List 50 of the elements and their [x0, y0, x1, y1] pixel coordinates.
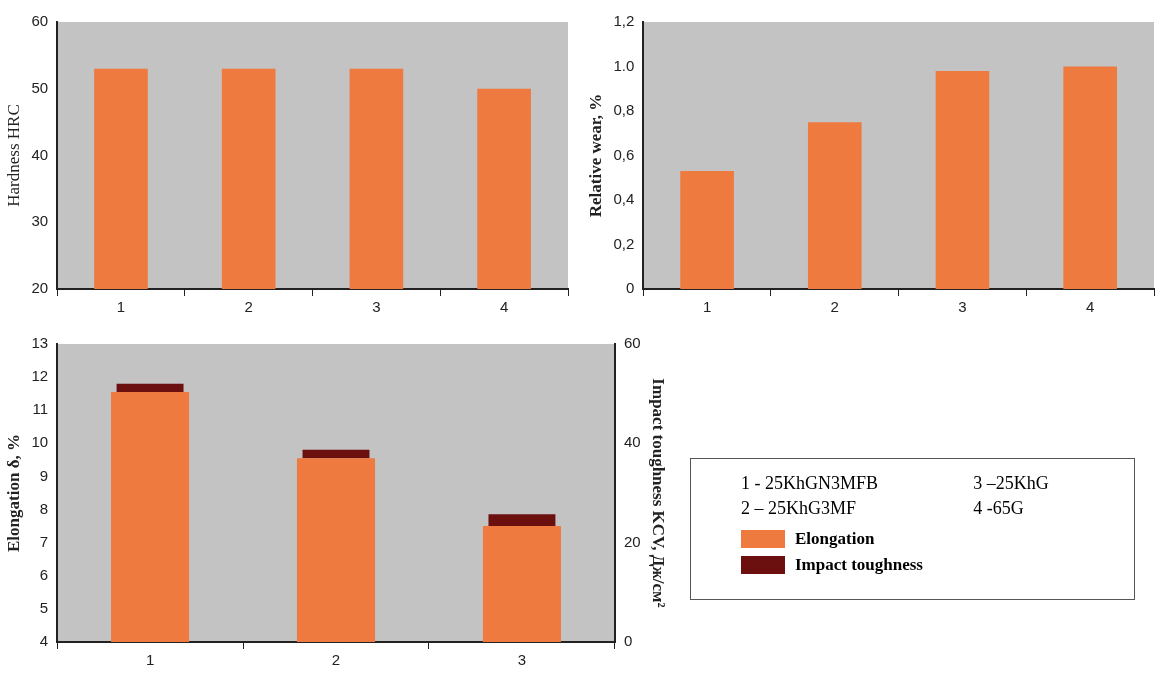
- legend-label: Elongation: [795, 529, 875, 549]
- y-tick-label: 7: [39, 532, 49, 550]
- y-tick-label: 0,6: [613, 145, 635, 163]
- y-tick-label: 13: [31, 334, 49, 352]
- text: 1 - 25KhGN3MFB: [741, 473, 879, 494]
- y-tick-label: 11: [32, 400, 49, 418]
- y-tick-label: 6: [39, 565, 49, 583]
- text: 4 -65G: [973, 498, 1025, 519]
- y-axis-title: Hardness HRC: [3, 104, 23, 207]
- y-tick-label: 10: [31, 433, 49, 451]
- y-tick-label: 12: [31, 367, 49, 385]
- bar: [1063, 66, 1117, 289]
- y-tick-label: 60: [31, 12, 49, 30]
- bar: [935, 70, 990, 289]
- y-tick-label: 1.0: [613, 56, 635, 74]
- x-tick-label: 1: [145, 651, 155, 669]
- bar: [807, 122, 862, 289]
- y-tick-label: 20: [31, 279, 49, 297]
- text: 2 – 25KhG3MF: [741, 498, 857, 519]
- y-tick-label: 40: [31, 145, 49, 163]
- legend-label: Impact toughness: [795, 555, 923, 575]
- y-tick-label: 0: [625, 279, 635, 297]
- x-tick-label: 3: [958, 298, 967, 316]
- text: 3 –25KhG: [973, 473, 1050, 494]
- y-tick-label: 1,2: [613, 12, 635, 30]
- x-tick-label: 3: [372, 298, 381, 316]
- bar: [488, 514, 556, 527]
- x-tick-label: 2: [830, 298, 839, 316]
- y-tick-label: 5: [39, 599, 49, 617]
- y-tick-label: 0,8: [613, 101, 635, 119]
- bar: [302, 449, 370, 459]
- x-tick-label: 1: [116, 298, 126, 316]
- y-tick-label: 0,4: [613, 190, 635, 208]
- y-tick-label: 0,2: [613, 234, 635, 252]
- x-tick-label: 2: [331, 651, 341, 669]
- bar: [116, 383, 184, 393]
- y-axis-title: Elongation δ, %: [3, 434, 23, 552]
- x-tick-label: 2: [244, 298, 253, 316]
- x-tick-label: 4: [499, 298, 509, 316]
- x-tick-label: 1: [702, 298, 712, 316]
- x-tick-label: 4: [1085, 298, 1095, 316]
- y-axis-title: Relative wear, %: [585, 93, 605, 218]
- bar: [680, 171, 734, 289]
- y-tick-label: 9: [39, 466, 49, 484]
- y2-axis-title: Impact toughness KCV, Дж/см²: [649, 378, 669, 608]
- y-tick-label: 30: [31, 212, 49, 230]
- y-tick-label: 4: [39, 632, 49, 650]
- x-tick-label: 3: [517, 651, 527, 669]
- y-tick-label: 8: [39, 499, 49, 517]
- y-tick-label: 50: [31, 78, 49, 96]
